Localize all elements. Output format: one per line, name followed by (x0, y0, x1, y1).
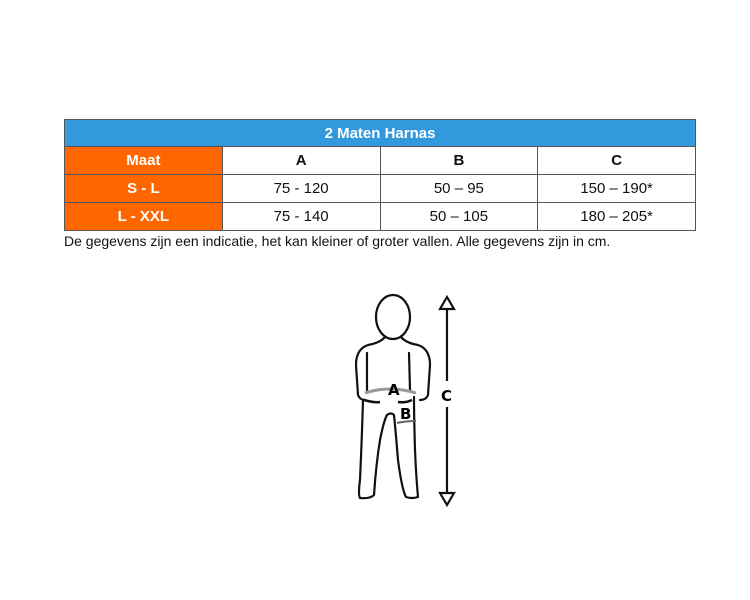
row-size: L - XXL (64, 202, 223, 231)
cell-c: 150 – 190* (537, 174, 696, 203)
header-c: C (537, 146, 696, 175)
thigh-measure-line (396, 420, 417, 424)
label-a: A (388, 381, 400, 399)
header-b: B (379, 146, 539, 175)
height-arrow-icon (438, 294, 456, 508)
person-outline-icon (354, 293, 432, 500)
row-size: S - L (64, 174, 223, 203)
caption: De gegevens zijn een indicatie, het kan … (64, 233, 611, 249)
waist-arrow-icon (363, 398, 413, 404)
cell-b: 50 – 95 (379, 174, 539, 203)
table-row: S - L 75 - 120 50 – 95 150 – 190* (64, 174, 696, 203)
body-measurement-figure: A B C (354, 293, 456, 508)
cell-a: 75 - 140 (221, 202, 381, 231)
cell-a: 75 - 120 (221, 174, 381, 203)
header-size: Maat (64, 146, 223, 175)
waist-measure-line (364, 387, 417, 395)
table-header-row: Maat A B C (64, 146, 696, 175)
table-row: L - XXL 75 - 140 50 – 105 180 – 205* (64, 202, 696, 231)
cell-b: 50 – 105 (379, 202, 539, 231)
cell-c: 180 – 205* (537, 202, 696, 231)
label-c: C (441, 387, 452, 405)
label-b: B (400, 405, 411, 423)
header-a: A (221, 146, 381, 175)
table-title: 2 Maten Harnas (64, 119, 696, 147)
size-table: 2 Maten Harnas Maat A B C S - L 75 - 120… (64, 119, 696, 231)
